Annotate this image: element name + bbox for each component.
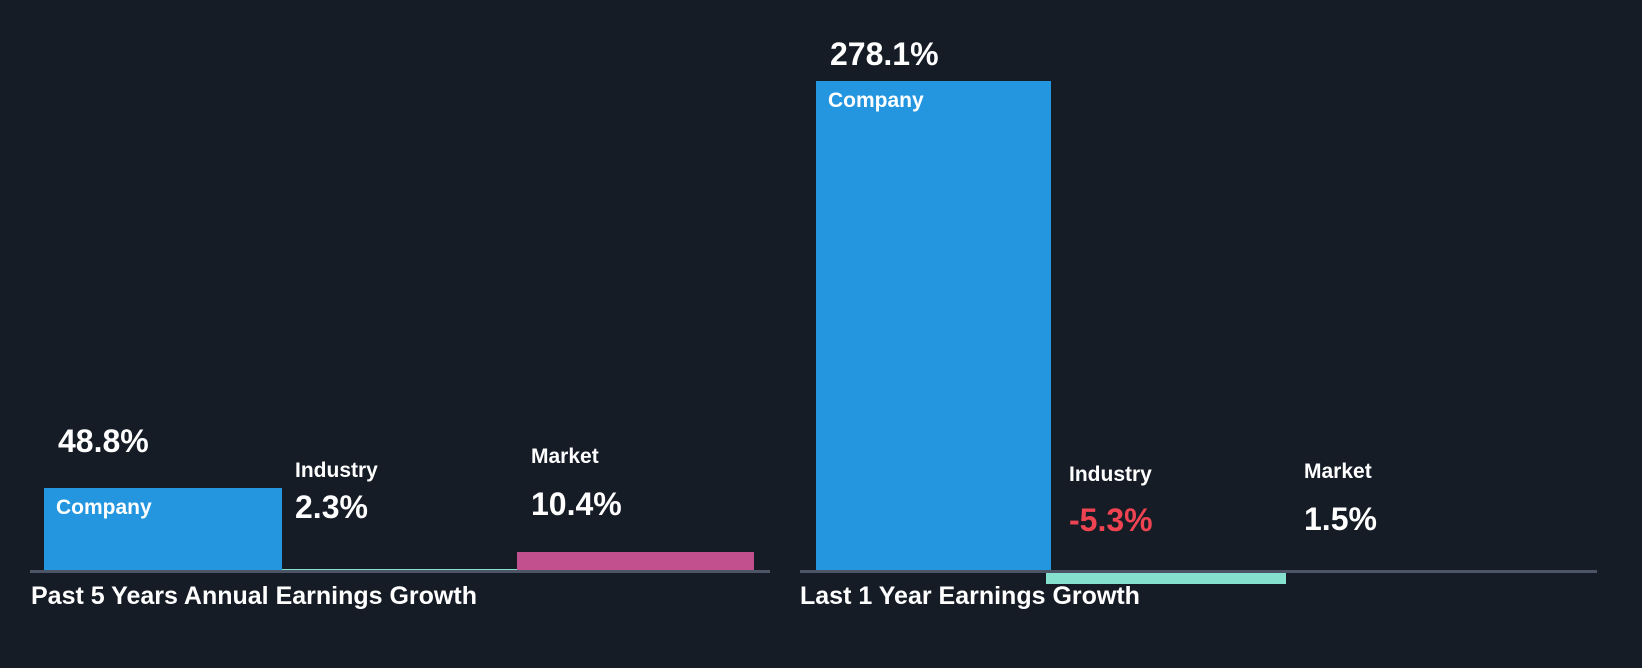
right-chart-title: Last 1 Year Earnings Growth	[800, 582, 1140, 610]
left-company-value-label: 48.8%	[58, 423, 149, 459]
right-company-value-label: 278.1%	[830, 36, 939, 72]
right-industry-name-label: Industry	[1069, 463, 1152, 486]
right-industry-bar[interactable]	[1046, 573, 1286, 584]
left-company-bar[interactable]: Company	[44, 488, 282, 573]
plot-area-right: 278.1% Company Industry -5.3% Market 1.5…	[800, 0, 1642, 584]
left-chart-title: Past 5 Years Annual Earnings Growth	[31, 582, 477, 610]
right-zero-axis-line	[800, 570, 1597, 573]
right-industry-value-label: -5.3%	[1069, 502, 1153, 538]
left-industry-name-label: Industry	[295, 459, 378, 482]
plot-area-left: 48.8% Company Industry 2.3% Market 10.4%	[0, 0, 800, 573]
right-company-bar[interactable]: Company	[816, 81, 1051, 573]
left-zero-axis-line	[30, 570, 770, 573]
chart-panel-past-5-years: 48.8% Company Industry 2.3% Market 10.4%…	[0, 0, 800, 668]
left-company-inline-label: Company	[56, 496, 152, 519]
right-market-name-label: Market	[1304, 460, 1372, 483]
right-company-inline-label: Company	[828, 89, 924, 112]
chart-panel-last-1-year: 278.1% Company Industry -5.3% Market 1.5…	[800, 0, 1642, 668]
left-market-value-label: 10.4%	[531, 486, 622, 522]
left-market-name-label: Market	[531, 445, 599, 468]
left-industry-value-label: 2.3%	[295, 489, 368, 525]
right-market-value-label: 1.5%	[1304, 501, 1377, 537]
